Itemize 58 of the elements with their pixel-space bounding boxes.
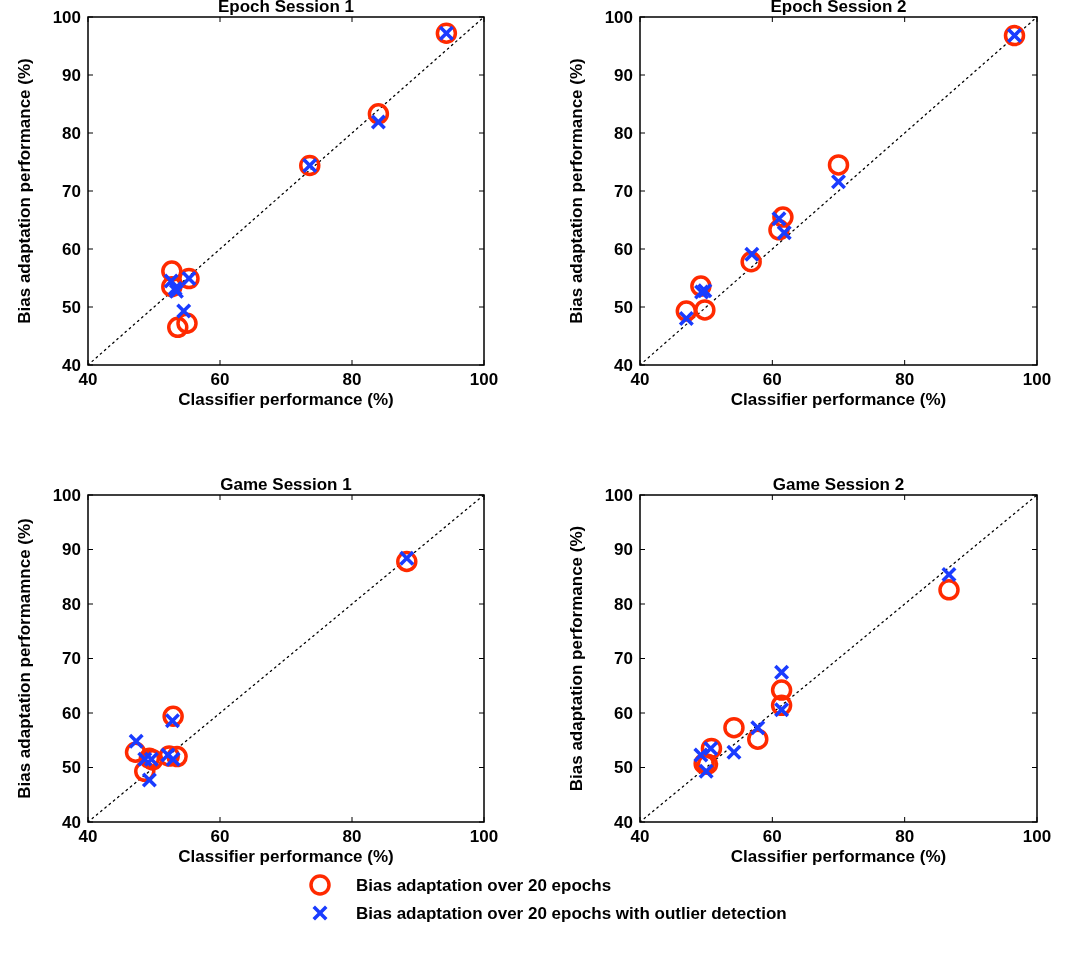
y-tick-label: 80 [62, 123, 81, 143]
y-axis-title: Bias adaptation performance (%) [567, 58, 586, 324]
x-tick-label: 60 [210, 370, 230, 389]
y-tick-label: 40 [62, 355, 81, 375]
y-axis-title: Bias adaptation performamnce (%) [15, 518, 34, 799]
x-tick-label: 40 [78, 827, 98, 846]
x-axis-title: Classifier performance (%) [730, 390, 947, 409]
x-tick-label: 60 [210, 827, 230, 846]
y-tick-label: 40 [614, 355, 633, 375]
x-tick-label: 80 [895, 827, 915, 846]
x-tick-label: 80 [342, 370, 362, 389]
x-tick-label: 60 [762, 827, 782, 846]
x-tick-label: 40 [78, 370, 98, 389]
x-tick-label: 100 [469, 370, 499, 389]
chart-title: Game Session 2 [772, 475, 905, 494]
y-tick-label: 50 [62, 297, 81, 317]
y-tick-label: 60 [62, 703, 81, 723]
x-axis-title: Classifier performance (%) [178, 847, 394, 866]
y-tick-label: 90 [614, 65, 633, 85]
y-tick-label: 70 [62, 181, 81, 201]
chart-title: Epoch Session 2 [770, 0, 907, 16]
x-axis-title: Classifier performance (%) [178, 390, 394, 409]
x-tick-label: 80 [895, 370, 915, 389]
y-tick-label: 70 [614, 181, 633, 201]
y-tick-label: 50 [614, 297, 633, 317]
y-tick-label: 80 [614, 123, 633, 143]
y-tick-label: 60 [614, 703, 633, 723]
y-tick-label: 70 [62, 649, 81, 669]
y-tick-label: 70 [614, 649, 633, 669]
y-tick-label: 100 [604, 7, 633, 27]
y-tick-label: 90 [62, 65, 81, 85]
legend-label: Bias adaptation over 20 epochs [356, 875, 612, 895]
x-tick-label: 100 [469, 827, 499, 846]
y-tick-label: 80 [62, 594, 81, 614]
x-tick-label: 100 [1022, 370, 1052, 389]
y-tick-label: 100 [604, 485, 633, 505]
y-tick-label: 60 [62, 239, 81, 259]
legend-label: Bias adaptation over 20 epochs with outlier detection [356, 903, 787, 923]
x-tick-label: 40 [630, 827, 650, 846]
y-tick-label: 40 [62, 812, 81, 832]
y-tick-label: 90 [614, 540, 633, 560]
y-tick-label: 40 [614, 812, 633, 832]
y-tick-label: 100 [52, 7, 81, 27]
chart-title: Epoch Session 1 [217, 0, 355, 16]
x-tick-label: 40 [630, 370, 650, 389]
x-tick-label: 60 [762, 370, 782, 389]
y-tick-label: 80 [614, 594, 633, 614]
x-tick-label: 100 [1022, 827, 1052, 846]
y-axis-title: Bias adaptation performance (%) [15, 58, 34, 324]
y-tick-label: 50 [614, 758, 633, 778]
y-tick-label: 90 [62, 540, 81, 560]
y-tick-label: 60 [614, 239, 633, 259]
y-axis-title: Bias adaptation performance (%) [567, 525, 586, 792]
x-tick-label: 80 [342, 827, 362, 846]
chart-title: Game Session 1 [220, 475, 352, 494]
x-axis-title: Classifier performance (%) [730, 847, 947, 866]
y-tick-label: 50 [62, 758, 81, 778]
y-tick-label: 100 [52, 485, 81, 505]
